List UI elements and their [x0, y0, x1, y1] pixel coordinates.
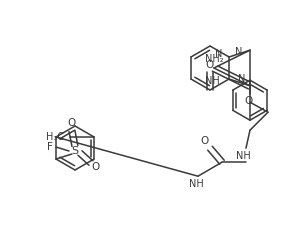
- Text: O: O: [245, 96, 253, 106]
- Text: N: N: [238, 74, 245, 84]
- Text: S: S: [71, 146, 79, 156]
- Text: O: O: [92, 162, 100, 172]
- Text: NH: NH: [205, 76, 220, 86]
- Text: NH: NH: [235, 151, 250, 161]
- Text: NH₂: NH₂: [205, 54, 224, 64]
- Text: H₃C: H₃C: [46, 132, 64, 142]
- Text: N: N: [215, 49, 222, 59]
- Text: O: O: [206, 60, 214, 70]
- Text: F: F: [47, 142, 53, 152]
- Text: O: O: [68, 118, 76, 128]
- Text: NH: NH: [188, 179, 203, 189]
- Text: O: O: [201, 136, 209, 146]
- Text: N: N: [235, 47, 242, 57]
